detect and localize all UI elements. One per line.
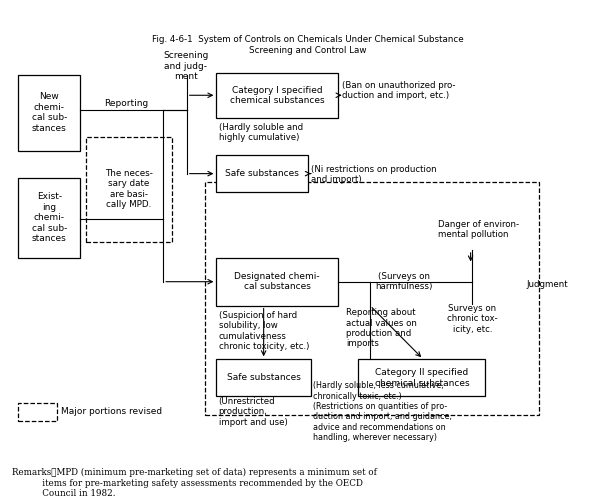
Bar: [216, 155, 308, 192]
Text: Category I specified
chemical substances: Category I specified chemical substances: [230, 86, 324, 105]
Bar: [359, 359, 485, 396]
Bar: [216, 258, 338, 306]
Bar: [216, 359, 311, 396]
Text: Safe substances: Safe substances: [227, 373, 301, 382]
Bar: [216, 72, 338, 118]
Text: (Ni restrictions on production
and import): (Ni restrictions on production and impor…: [311, 165, 437, 184]
Text: (Surveys on
harmfulness): (Surveys on harmfulness): [376, 272, 433, 291]
Text: Surveys on
chronic tox-
icity, etc.: Surveys on chronic tox- icity, etc.: [447, 304, 498, 333]
Text: Designated chemi-
cal substances: Designated chemi- cal substances: [234, 272, 320, 291]
Text: Safe substances: Safe substances: [225, 169, 299, 178]
Text: (Suspicion of hard
solubility, low
cumulativeness
chronic toxicity, etc.): (Suspicion of hard solubility, low cumul…: [219, 311, 309, 351]
Bar: [18, 178, 80, 258]
Text: Reporting about
actual values on
production and
imports: Reporting about actual values on product…: [346, 308, 417, 349]
Text: Remarks：MPD (minimum pre-marketing set of data) represents a minimum set of
    : Remarks：MPD (minimum pre-marketing set o…: [12, 468, 377, 498]
Text: Exist-
ing
chemi-
cal sub-
stances: Exist- ing chemi- cal sub- stances: [31, 193, 67, 243]
Bar: [18, 402, 57, 421]
Text: Category II specified
chemical substances: Category II specified chemical substance…: [375, 368, 469, 387]
Text: Screening
and judg-
ment: Screening and judg- ment: [163, 51, 208, 81]
Text: Fig. 4-6-1  System of Controls on Chemicals Under Chemical Substance
Screening a: Fig. 4-6-1 System of Controls on Chemica…: [152, 36, 464, 55]
Text: Danger of environ-
mental pollution: Danger of environ- mental pollution: [438, 220, 519, 239]
Bar: [18, 74, 80, 151]
Text: New
chemi-
cal sub-
stances: New chemi- cal sub- stances: [31, 93, 67, 133]
Text: (Hardly soluble, less cumulative,
chronically toxic, etc.)
(Restrictions on quan: (Hardly soluble, less cumulative, chroni…: [313, 381, 452, 442]
Text: Judgment: Judgment: [527, 281, 569, 290]
Text: Reporting: Reporting: [104, 99, 148, 108]
Text: (Ban on unauthorized pro-
duction and import, etc.): (Ban on unauthorized pro- duction and im…: [342, 80, 455, 100]
Bar: [205, 182, 538, 415]
Bar: [86, 136, 172, 242]
Text: (Unrestricted
production,
import and use): (Unrestricted production, import and use…: [219, 397, 288, 427]
Text: Major portions revised: Major portions revised: [61, 407, 162, 416]
Text: The neces-
sary date
are basi-
cally MPD.: The neces- sary date are basi- cally MPD…: [105, 169, 153, 209]
Text: (Hardly soluble and
highly cumulative): (Hardly soluble and highly cumulative): [219, 123, 303, 142]
